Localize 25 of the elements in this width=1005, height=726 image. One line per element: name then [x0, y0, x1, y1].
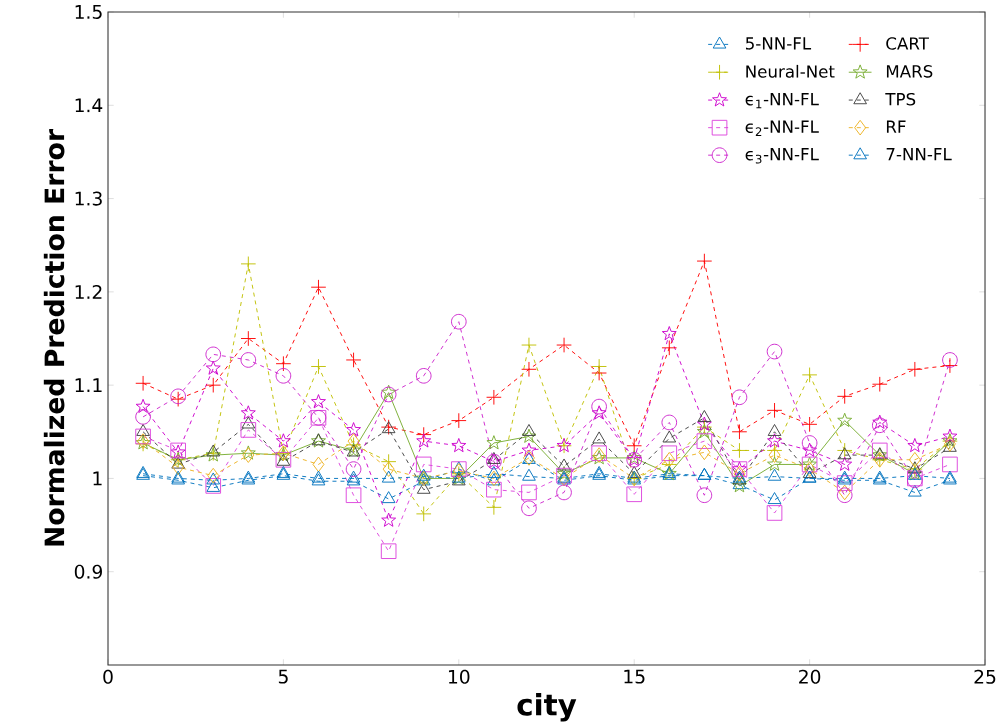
legend-label: ϵ$_{3}$-NN-FL [745, 148, 819, 164]
legend-label: TPS [885, 92, 916, 106]
legend-label: RF [886, 120, 906, 133]
x-tick-label: 25 [974, 669, 996, 684]
legend-label: MARS [886, 65, 933, 78]
y-axis-title: Normalized Prediction Error [43, 129, 65, 546]
x-tick-label: 20 [799, 669, 821, 684]
x-tick-label: 15 [624, 669, 645, 684]
y-tick-label: 0.9 [74, 564, 102, 579]
y-tick-label: 1.2 [75, 284, 102, 299]
x-axis-title: city [517, 692, 577, 722]
legend-label: 7-NN-FL [886, 148, 952, 161]
x-tick-label: 0 [103, 669, 113, 684]
y-tick-label: 1 [93, 471, 102, 486]
y-tick-label: 1.1 [75, 378, 102, 392]
x-tick-label: 5 [278, 669, 288, 684]
y-tick-label: 1.5 [75, 5, 102, 19]
legend-label: ϵ$_{1}$-NN-FL [745, 92, 819, 109]
legend-label: 5-NN-FL [745, 37, 812, 50]
legend-label: CART [886, 37, 929, 50]
x-tick-label: 10 [448, 669, 470, 684]
legend-label: Neural-Net [746, 64, 835, 78]
y-tick-label: 1.3 [75, 191, 102, 206]
legend-label: ϵ$_{2}$-NN-FL [745, 120, 819, 136]
y-tick-label: 1.4 [75, 98, 103, 113]
